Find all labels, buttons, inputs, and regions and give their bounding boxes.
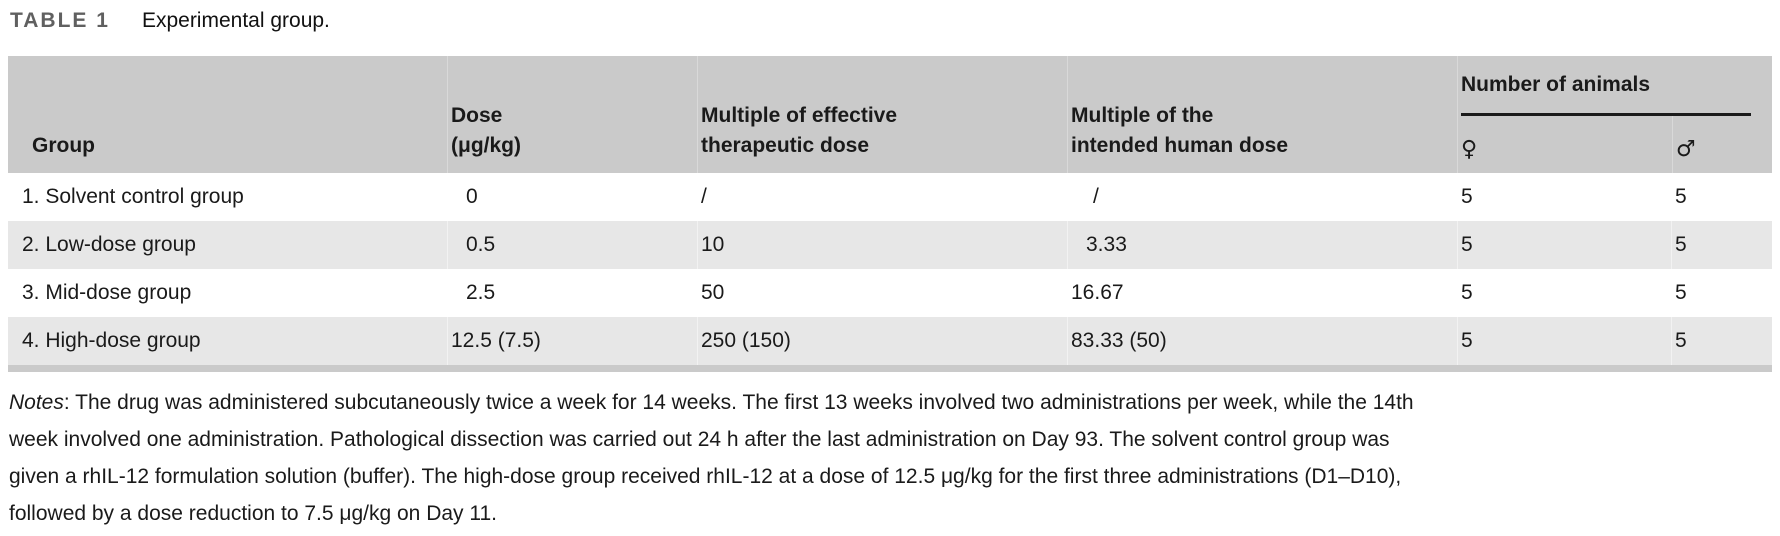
table-row-low-dose: 2. Low-dose group 0.5 10 3.33 5 5 bbox=[8, 221, 1772, 269]
notes-line-1: Notes: The drug was administered subcuta… bbox=[9, 384, 1769, 421]
cell-group: 4. High-dose group bbox=[22, 329, 201, 352]
cell-male-count: 5 bbox=[1671, 173, 1772, 221]
number-of-animals-label: Number of animals bbox=[1461, 73, 1651, 96]
column-header-male: ♂ bbox=[1672, 116, 1772, 173]
table-row-high-dose: 4. High-dose group 12.5 (7.5) 250 (150) … bbox=[8, 317, 1772, 365]
table-row-solvent-control: 1. Solvent control group 0 / / 5 5 bbox=[8, 173, 1772, 221]
cell-female-count: 5 bbox=[1457, 221, 1671, 269]
cell-male-count: 5 bbox=[1671, 221, 1772, 269]
column-header-female: ♀ bbox=[1458, 116, 1672, 173]
cell-multiple-human: 16.67 bbox=[1067, 269, 1457, 317]
column-header-dose: Dose (μg/kg) bbox=[447, 56, 697, 173]
cell-male-count: 5 bbox=[1671, 269, 1772, 317]
cell-female-count: 5 bbox=[1457, 317, 1671, 365]
table-header-row: Group Dose (μg/kg) Multiple of effective… bbox=[8, 56, 1772, 173]
table-row-mid-dose: 3. Mid-dose group 2.5 50 16.67 5 5 bbox=[8, 269, 1772, 317]
cell-group: 3. Mid-dose group bbox=[22, 281, 192, 304]
notes-line-3: given a rhIL-12 formulation solution (bu… bbox=[9, 465, 1402, 488]
cell-multiple-human: 83.33 (50) bbox=[1067, 317, 1457, 365]
table-number-label: TABLE 1 bbox=[10, 9, 110, 32]
column-header-multiple-human: Multiple of the intended human dose bbox=[1067, 56, 1457, 173]
notes-label: Notes bbox=[9, 391, 64, 414]
cell-group: 2. Low-dose group bbox=[22, 233, 196, 256]
cell-multiple-human: / bbox=[1067, 173, 1457, 221]
cell-dose: 2.5 bbox=[447, 269, 697, 317]
number-of-animals-underline bbox=[1461, 113, 1751, 116]
cell-female-count: 5 bbox=[1457, 173, 1671, 221]
cell-dose: 0.5 bbox=[447, 221, 697, 269]
cell-multiple-effective: 10 bbox=[697, 221, 1067, 269]
male-symbol-icon: ♂ bbox=[1676, 137, 1696, 162]
notes-line-4: followed by a dose reduction to 7.5 μg/k… bbox=[9, 502, 498, 525]
cell-dose: 0 bbox=[447, 173, 697, 221]
notes-line-2: week involved one administration. Pathol… bbox=[9, 428, 1390, 451]
cell-male-count: 5 bbox=[1671, 317, 1772, 365]
table-caption: Experimental group. bbox=[141, 9, 330, 32]
cell-multiple-human: 3.33 bbox=[1067, 221, 1457, 269]
column-group-number-of-animals: Number of animals ♀ ♂ bbox=[1457, 56, 1772, 173]
sex-subheader-row: ♀ ♂ bbox=[1458, 116, 1772, 173]
experimental-group-table: Group Dose (μg/kg) Multiple of effective… bbox=[8, 56, 1772, 372]
cell-multiple-effective: / bbox=[697, 173, 1067, 221]
table-notes: Notes: The drug was administered subcuta… bbox=[9, 384, 1769, 532]
cell-multiple-effective: 50 bbox=[697, 269, 1067, 317]
female-symbol-icon: ♀ bbox=[1461, 137, 1478, 162]
cell-group: 1. Solvent control group bbox=[22, 185, 244, 208]
number-of-animals-header: Number of animals bbox=[1458, 56, 1772, 116]
table-title: TABLE 1 Experimental group. bbox=[10, 9, 1772, 39]
cell-female-count: 5 bbox=[1457, 269, 1671, 317]
notes-text-1: : The drug was administered subcutaneous… bbox=[63, 391, 1414, 414]
cell-multiple-effective: 250 (150) bbox=[697, 317, 1067, 365]
table-bottom-border bbox=[8, 365, 1772, 372]
cell-dose: 12.5 (7.5) bbox=[447, 317, 697, 365]
column-header-group: Group bbox=[32, 134, 95, 157]
column-header-multiple-effective: Multiple of effective therapeutic dose bbox=[697, 56, 1067, 173]
